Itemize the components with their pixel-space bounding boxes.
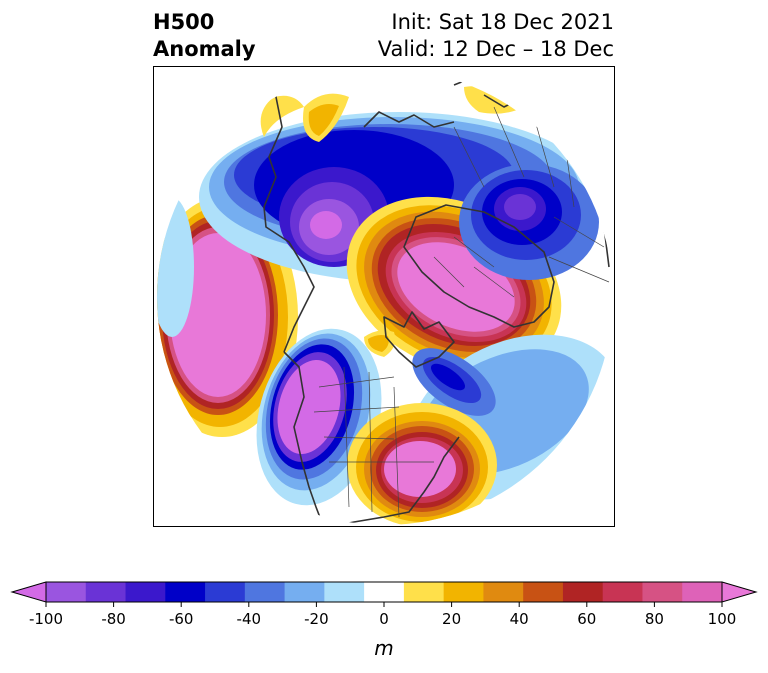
colorbar-segment: [165, 582, 206, 602]
borders: [313, 106, 610, 518]
colorbar-tick-label: 60: [577, 610, 596, 628]
colorbar-tick-label: -40: [237, 610, 262, 628]
colorbar-tick-label: 100: [708, 610, 737, 628]
chart-title: H500 Anomaly: [153, 9, 256, 63]
east-na-ridge: [347, 403, 497, 525]
colorbar-segment: [364, 582, 405, 602]
colorbar-segment: [205, 582, 246, 602]
colorbar-segment: [682, 582, 723, 602]
init-date-text: Init: Sat 18 Dec 2021: [391, 10, 614, 34]
colorbar-segment: [483, 582, 524, 602]
colorbar-left-extension: [10, 581, 47, 603]
colorbar-segment: [642, 582, 683, 602]
europe-trough: [459, 164, 599, 280]
colorbar-segment: [324, 582, 365, 602]
colorbar-segment: [85, 582, 127, 602]
colorbar-tick-label: -100: [29, 610, 63, 628]
anomaly-map: [153, 66, 615, 527]
colorbar-segments: [46, 582, 723, 602]
colorbar-segment: [125, 582, 166, 602]
colorbar-segment: [602, 582, 643, 602]
colorbar: -100 -80 -60 -40 -20 0 20 40 60 80 100: [10, 581, 758, 628]
colorbar-segment: [443, 582, 484, 602]
title-line-2: Anomaly: [153, 37, 256, 61]
colorbar-tick-label: 20: [442, 610, 461, 628]
colorbar-segment: [523, 582, 564, 602]
colorbar-segment: [562, 582, 604, 602]
colorbar-tick-label: -20: [304, 610, 329, 628]
title-line-1: H500: [153, 10, 215, 34]
colorbar-unit-label: m: [374, 636, 394, 660]
colorbar-tick-label: -80: [101, 610, 126, 628]
colorbar-segment: [46, 582, 87, 602]
map-svg: [157, 69, 613, 525]
colorbar-ticks: -100 -80 -60 -40 -20 0 20 40 60 80 100: [29, 602, 736, 628]
valid-range-text: Valid: 12 Dec – 18 Dec: [377, 37, 614, 61]
colorbar-tick-label: 80: [645, 610, 664, 628]
colorbar-right-extension: [721, 581, 758, 603]
colorbar-segment: [403, 582, 445, 602]
colorbar-tick-label: -60: [169, 610, 194, 628]
colorbar-tick-label: 40: [510, 610, 529, 628]
colorbar-segment: [284, 582, 325, 602]
colorbar-segment: [244, 582, 286, 602]
date-info: Init: Sat 18 Dec 2021 Valid: 12 Dec – 18…: [378, 9, 614, 63]
colorbar-tick-label: 0: [379, 610, 389, 628]
